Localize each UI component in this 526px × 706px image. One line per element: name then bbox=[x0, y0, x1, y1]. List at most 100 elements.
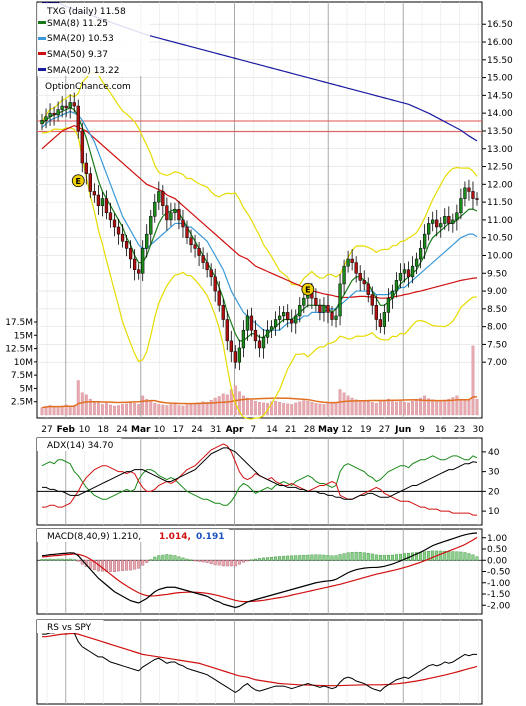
macd-tick-label: 0.50 bbox=[487, 545, 507, 555]
macd-histogram-bar bbox=[253, 558, 257, 561]
macd-histogram-bar bbox=[282, 555, 286, 561]
volume-bar bbox=[60, 405, 64, 416]
macd-histogram-bar bbox=[362, 552, 366, 561]
macd-histogram-bar bbox=[471, 554, 475, 561]
volume-bar bbox=[125, 403, 129, 416]
legend-swatch-sma200 bbox=[38, 68, 46, 71]
volume-bar bbox=[310, 402, 314, 416]
plus-di-line bbox=[41, 455, 478, 506]
macd-histogram-bar bbox=[431, 550, 435, 561]
price-tick-label: 10.50 bbox=[487, 234, 513, 244]
macd-histogram-bar bbox=[48, 558, 52, 561]
volume-tick-label: 12.5M bbox=[5, 345, 33, 355]
volume-bar bbox=[435, 400, 439, 416]
volume-bar bbox=[278, 402, 282, 416]
candle-down bbox=[229, 340, 233, 352]
candle-up bbox=[40, 120, 44, 125]
macd-histogram-bar bbox=[415, 552, 419, 561]
macd-histogram-bar bbox=[475, 556, 479, 561]
candle-down bbox=[350, 258, 354, 263]
volume-bar bbox=[451, 397, 455, 416]
candle-up bbox=[100, 198, 105, 206]
macd-histogram-bar bbox=[213, 560, 217, 566]
macd-histogram-bar bbox=[294, 555, 298, 561]
volume-bar bbox=[427, 398, 431, 416]
macd-value-signal: 1.014, bbox=[159, 532, 191, 542]
macd-histogram-bar bbox=[403, 553, 406, 561]
candle-down bbox=[209, 269, 213, 278]
volume-bar bbox=[169, 404, 173, 416]
x-tick-label: 31 bbox=[210, 425, 221, 435]
macd-histogram-bar bbox=[423, 551, 427, 561]
price-tick-label: 8.00 bbox=[487, 323, 507, 333]
candle-down bbox=[374, 305, 378, 320]
macd-value-histogram: 0.191 bbox=[196, 532, 224, 542]
candle-up bbox=[346, 258, 350, 267]
candle-down bbox=[290, 319, 294, 324]
candle-down bbox=[52, 112, 56, 116]
macd-title-box bbox=[37, 529, 229, 542]
macd-histogram-bar bbox=[338, 554, 342, 561]
price-tick-label: 10.00 bbox=[487, 251, 513, 261]
volume-bar bbox=[64, 404, 68, 416]
volume-bar bbox=[467, 399, 471, 416]
x-tick-label: 28 bbox=[304, 425, 316, 435]
macd-histogram-bar bbox=[149, 559, 153, 561]
macd-histogram-bar bbox=[141, 560, 145, 566]
volume-bar bbox=[165, 405, 169, 416]
macd-histogram-bar bbox=[108, 560, 112, 572]
volume-bar bbox=[254, 401, 257, 416]
macd-histogram-bar bbox=[306, 554, 310, 561]
volume-bar bbox=[399, 401, 402, 416]
macd-histogram-bar bbox=[221, 560, 225, 567]
candle-down bbox=[253, 329, 258, 342]
macd-histogram-bar bbox=[310, 554, 314, 561]
macd-histogram-bar bbox=[100, 560, 104, 572]
macd-tick-label: -0.50 bbox=[487, 568, 511, 578]
macd-histogram-bar bbox=[463, 552, 467, 561]
macd-histogram-bar bbox=[44, 558, 48, 561]
legend-box bbox=[37, 3, 150, 76]
x-tick-label: 27 bbox=[379, 425, 390, 435]
macd-histogram-bar bbox=[233, 560, 237, 567]
price-tick-label: 11.50 bbox=[487, 198, 513, 208]
volume-bar bbox=[419, 397, 423, 416]
volume-bar bbox=[161, 404, 165, 416]
candle-down bbox=[354, 262, 358, 274]
volume-bar bbox=[318, 403, 322, 416]
candle-down bbox=[201, 255, 205, 263]
price-tick-label: 14.50 bbox=[487, 91, 513, 101]
macd-histogram-bar bbox=[378, 555, 382, 561]
price-tick-label: 15.00 bbox=[487, 74, 513, 84]
earnings-marker-label: E bbox=[305, 285, 310, 294]
candle-down bbox=[249, 315, 254, 331]
macd-histogram-bar bbox=[52, 558, 56, 561]
macd-histogram-bar bbox=[258, 558, 261, 561]
volume-bar bbox=[249, 399, 253, 416]
volume-bar bbox=[262, 402, 265, 416]
macd-histogram-bar bbox=[266, 557, 270, 561]
x-tick-label: 18 bbox=[98, 425, 110, 435]
volume-bar bbox=[48, 405, 52, 416]
volume-bar bbox=[370, 402, 374, 416]
macd-histogram-bar bbox=[129, 560, 133, 571]
volume-bar bbox=[378, 401, 382, 416]
candle-down bbox=[76, 105, 80, 132]
candle-down bbox=[177, 208, 181, 221]
legend-swatch-sma20 bbox=[38, 37, 46, 40]
volume-bar bbox=[346, 395, 350, 416]
volume-bar bbox=[185, 404, 189, 416]
volume-bar bbox=[113, 405, 116, 416]
volume-bar bbox=[411, 401, 415, 416]
volume-bar bbox=[100, 404, 104, 416]
macd-line bbox=[41, 532, 478, 609]
volume-bar bbox=[241, 395, 245, 416]
candle-up bbox=[382, 312, 387, 327]
macd-histogram-bar bbox=[330, 555, 334, 561]
macd-histogram-bar bbox=[125, 560, 129, 571]
volume-bar bbox=[56, 406, 60, 416]
candle-down bbox=[217, 290, 221, 306]
candle-down bbox=[257, 340, 262, 349]
legend-sma8: SMA(8) 11.25 bbox=[47, 19, 108, 29]
